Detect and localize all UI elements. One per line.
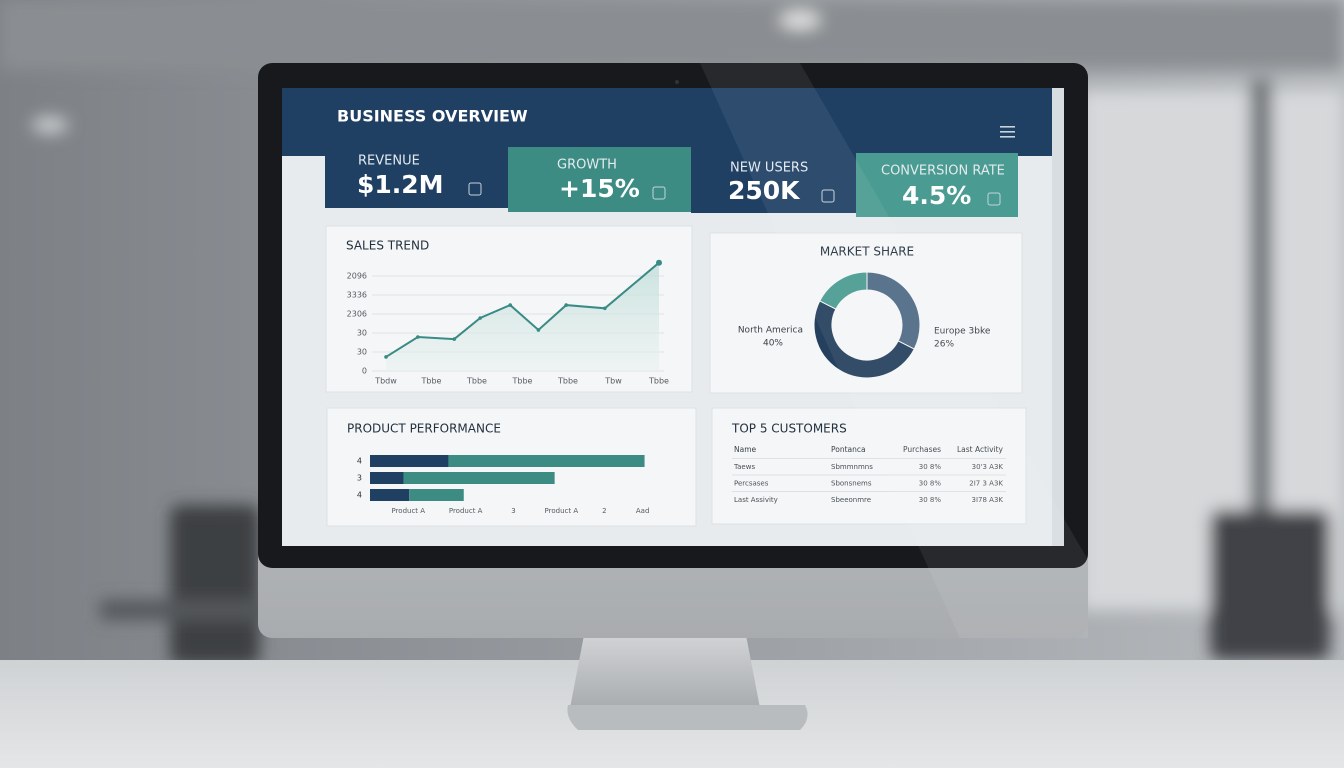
kpi-icon	[987, 192, 1001, 206]
kpi-value: 250K	[728, 176, 801, 205]
table-cell: 30 8%	[919, 480, 942, 488]
x-tick-label: Tbw	[604, 377, 622, 386]
kpi-icon	[821, 189, 835, 203]
slice-label: Europe 3bke	[934, 327, 991, 337]
x-tick-label: Tbbe	[557, 377, 578, 386]
slice-value: 26%	[934, 340, 954, 350]
slice	[819, 271, 868, 310]
y-tick-label: 3336	[347, 291, 367, 300]
table-cell: Sbeeonmre	[831, 496, 871, 504]
x-tick-label: Tbbe	[512, 377, 533, 386]
table-cell: 2I7 3 A3K	[969, 480, 1003, 488]
y-tick-label: 4	[357, 457, 362, 466]
x-tick-label: Aad	[636, 507, 650, 515]
table-cell: 30 8%	[919, 463, 942, 471]
table-cell: 30'3 A3K	[972, 463, 1004, 471]
point	[564, 303, 568, 307]
chart-title: MARKET SHARE	[820, 245, 914, 259]
chart-title: SALES TREND	[346, 239, 429, 253]
slice	[813, 300, 915, 379]
point	[508, 303, 513, 307]
bar	[370, 472, 404, 484]
x-tick-label: Tbbe	[648, 377, 669, 386]
y-tick-label: 30	[357, 329, 367, 338]
glare	[700, 63, 1088, 638]
bar	[370, 489, 410, 501]
column-header: Purchases	[903, 445, 941, 454]
column-header: Pontanca	[831, 445, 866, 454]
x-tick-label: Product A	[545, 507, 579, 515]
column-header: Name	[734, 445, 757, 454]
kpi-value: $1.2M	[357, 170, 444, 199]
kpi-label: GROWTH	[557, 158, 617, 173]
x-tick-label: Product A	[449, 507, 483, 515]
x-tick-label: Tbbe	[466, 377, 487, 386]
kpi-value: +15%	[559, 174, 640, 203]
point	[536, 328, 541, 332]
table-cell: Percsases	[734, 480, 769, 488]
kpi-icon	[652, 186, 666, 200]
table-title: TOP 5 CUSTOMERS	[731, 422, 847, 436]
point	[478, 316, 482, 320]
table-cell: 30 8%	[919, 496, 942, 504]
table-cell: Taews	[733, 463, 755, 471]
x-tick-label: Tbdw	[374, 377, 397, 386]
x-tick-label: 3	[511, 507, 515, 515]
dashboard: BUSINESS OVERVIEW REVENUE$1.2M GROWTH+15%…	[325, 107, 1027, 527]
y-tick-label: 30	[357, 348, 367, 357]
kpi-label: NEW USERS	[730, 161, 808, 176]
point	[384, 355, 388, 359]
point	[416, 335, 420, 339]
x-tick-label: Product A	[391, 507, 425, 515]
column-header: Last Activity	[957, 445, 1004, 454]
y-tick-label: 2096	[347, 272, 367, 281]
point	[656, 259, 662, 266]
bar	[403, 472, 555, 484]
kpi-icon	[468, 182, 482, 196]
table-cell: Sbonsnems	[831, 480, 872, 488]
bar	[370, 455, 449, 467]
table-cell: Sbmmnmns	[831, 463, 873, 471]
y-tick-label: 3	[357, 474, 362, 483]
chart-title: PRODUCT PERFORMANCE	[347, 422, 501, 436]
table-cell: Last Assivity	[734, 496, 778, 504]
y-tick-label: 0	[362, 367, 367, 376]
kpi-label: REVENUE	[358, 154, 420, 169]
bar	[448, 455, 645, 467]
kpi-value: 4.5%	[902, 181, 971, 210]
x-tick-label: Tbbe	[421, 377, 442, 386]
slice-label: North America	[738, 326, 803, 336]
y-tick-label: 4	[357, 491, 362, 500]
table-cell: 3I78 A3K	[972, 496, 1004, 504]
x-tick-label: 2	[602, 507, 606, 515]
slice-value: 40%	[763, 339, 783, 349]
bar	[409, 489, 464, 501]
point	[603, 306, 607, 311]
kpi-label: CONVERSION RATE	[881, 164, 1005, 179]
dashboard-title: BUSINESS OVERVIEW	[337, 107, 528, 126]
y-tick-label: 2306	[347, 310, 367, 319]
point	[452, 337, 457, 341]
